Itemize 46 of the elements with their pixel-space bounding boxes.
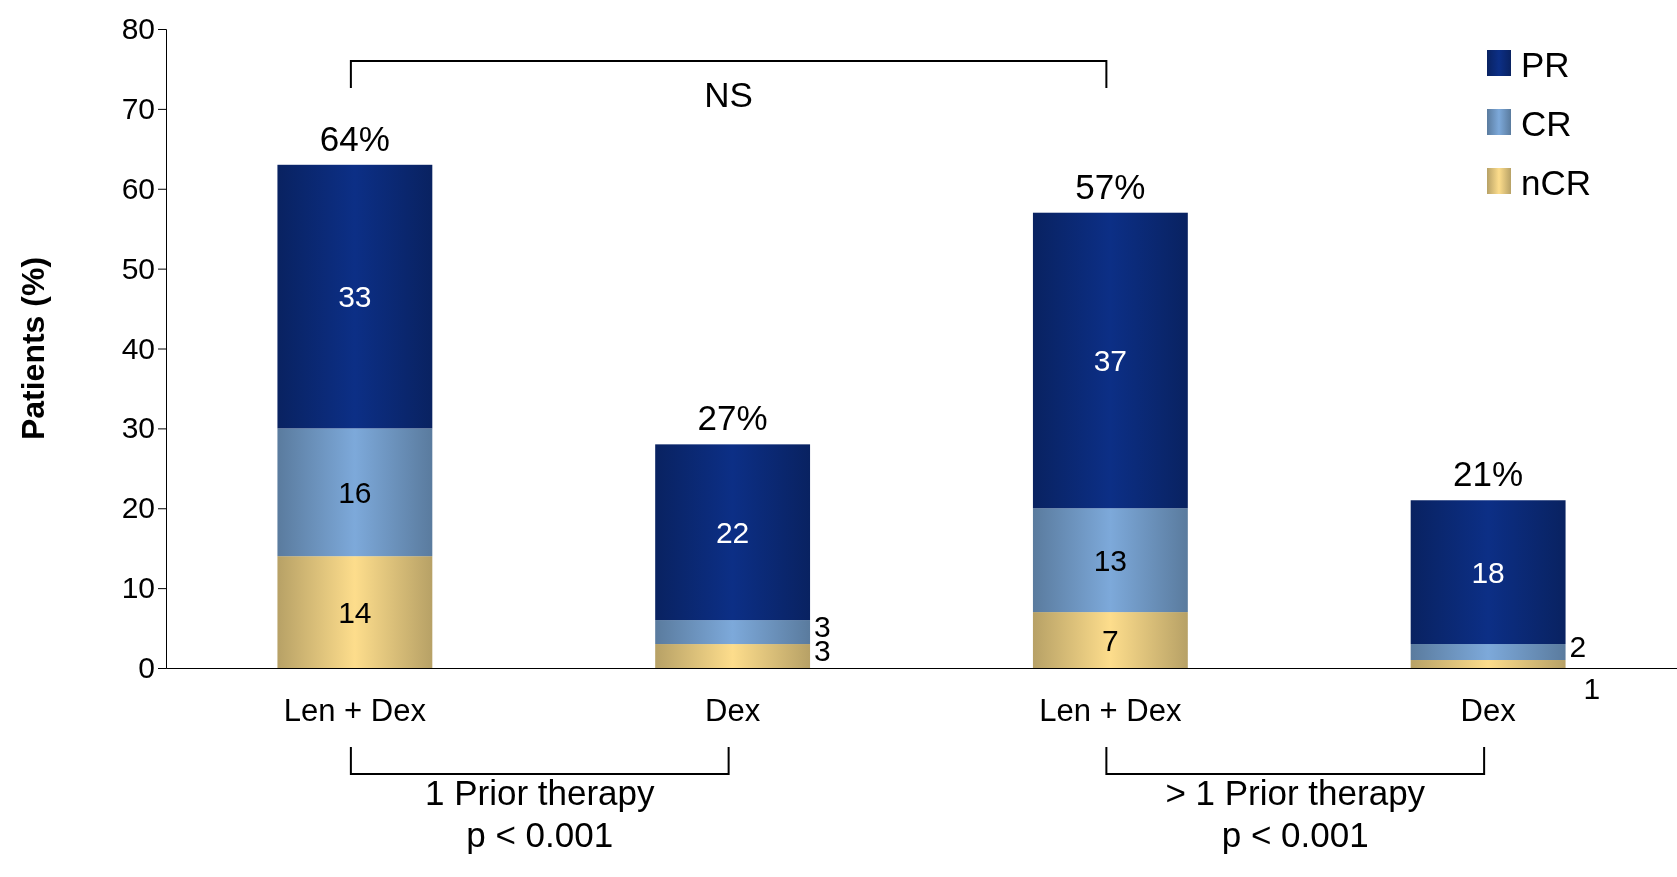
data-label: 14 bbox=[338, 595, 372, 629]
bar bbox=[1410, 644, 1566, 661]
data-label: 16 bbox=[338, 475, 372, 509]
x-tick-label: Dex bbox=[705, 692, 761, 728]
annotation: NS bbox=[704, 75, 753, 114]
total-label: 64% bbox=[319, 118, 390, 158]
bar bbox=[277, 556, 433, 668]
data-label: 22 bbox=[715, 515, 750, 549]
bar bbox=[1410, 500, 1566, 645]
bar bbox=[1032, 508, 1188, 613]
bar bbox=[277, 164, 433, 429]
data-label: 18 bbox=[1471, 555, 1505, 589]
y-tick-label: 40 bbox=[121, 331, 155, 365]
y-tick-label: 10 bbox=[121, 571, 155, 605]
bar bbox=[1032, 612, 1188, 668]
x-tick-label: Len + Dex bbox=[283, 692, 427, 728]
text: > 1 Prior therapy p < 0.001 bbox=[1165, 773, 1426, 854]
bar bbox=[655, 620, 811, 645]
data-label: 1 bbox=[1583, 671, 1601, 705]
y-tick-label: 0 bbox=[138, 651, 155, 685]
data-label: 13 bbox=[1093, 543, 1128, 577]
total-label: 21% bbox=[1453, 454, 1524, 494]
data-label: 37 bbox=[1093, 343, 1128, 377]
y-tick-label: 60 bbox=[121, 171, 155, 205]
data-label: 33 bbox=[338, 280, 372, 314]
bar bbox=[1410, 660, 1566, 668]
y-tick-label: 20 bbox=[121, 491, 155, 525]
bar bbox=[1032, 212, 1188, 509]
bar bbox=[655, 444, 811, 621]
bar bbox=[277, 428, 433, 557]
total-label: 57% bbox=[1075, 166, 1146, 206]
data-label: 7 bbox=[1102, 623, 1119, 657]
x-tick-label: Len + Dex bbox=[1039, 692, 1182, 728]
bar bbox=[655, 644, 811, 668]
text: 1 Prior therapy p < 0.001 bbox=[424, 773, 656, 854]
legend-label: PR bbox=[1521, 44, 1570, 84]
y-tick-label: 50 bbox=[121, 251, 155, 285]
x-tick-label: Dex bbox=[1460, 692, 1517, 728]
total-label: 27% bbox=[697, 398, 768, 438]
y-axis-title: Patients (%) bbox=[15, 256, 51, 441]
y-tick-label: 70 bbox=[121, 91, 155, 125]
legend-label: nCR bbox=[1521, 162, 1592, 202]
y-tick-label: 80 bbox=[121, 12, 155, 46]
legend-label: CR bbox=[1521, 103, 1572, 143]
data-label: 2 bbox=[1569, 629, 1587, 663]
y-tick-label: 30 bbox=[121, 411, 155, 445]
